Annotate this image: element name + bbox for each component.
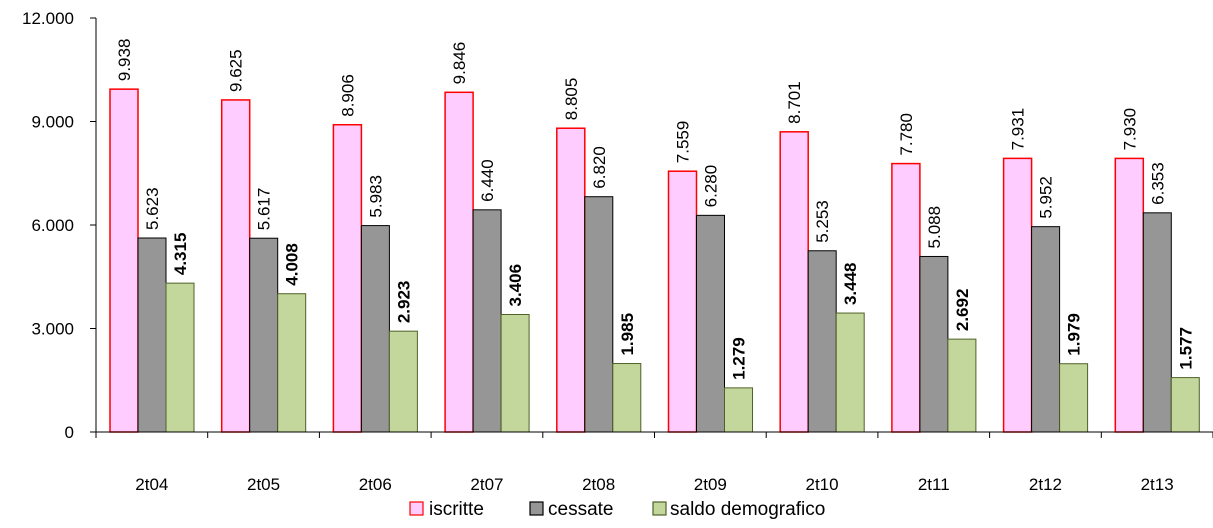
category-label-2t07: 2t07 xyxy=(470,475,503,494)
data-label-iscritte-2t10: 8.701 xyxy=(785,81,804,124)
bar-saldo-demografico-2t13 xyxy=(1170,377,1200,433)
category-label-2t10: 2t10 xyxy=(806,475,839,494)
bar-iscritte-2t04 xyxy=(109,88,139,433)
bar-saldo-demografico-2t04 xyxy=(165,282,195,433)
bar-iscritte-2t05 xyxy=(220,99,251,433)
data-label-cessate-2t05: 5.617 xyxy=(255,188,274,231)
data-label-saldo-demografico-2t12: 1.979 xyxy=(1065,313,1084,356)
legend-label-saldo-demografico: saldo demografico xyxy=(670,499,825,520)
category-label-2t13: 2t13 xyxy=(1141,475,1174,494)
data-label-saldo-demografico-2t08: 1.985 xyxy=(618,313,637,356)
data-label-saldo-demografico-2t07: 3.406 xyxy=(506,264,525,307)
category-label-2t11: 2t11 xyxy=(918,475,950,494)
bar-iscritte-2t12 xyxy=(1002,157,1033,433)
data-label-cessate-2t04: 5.623 xyxy=(143,187,162,230)
data-label-cessate-2t09: 6.280 xyxy=(702,165,721,208)
y-tick-label-0: 0 xyxy=(65,423,74,442)
bar-cessate-2t06 xyxy=(360,225,390,433)
bar-iscritte-2t06 xyxy=(332,123,363,433)
bar-cessate-2t13 xyxy=(1142,212,1172,433)
legend-swatch-cessate xyxy=(529,501,544,516)
data-label-cessate-2t13: 6.353 xyxy=(1148,162,1167,205)
data-label-saldo-demografico-2t05: 4.008 xyxy=(283,243,302,286)
data-label-saldo-demografico-2t09: 1.279 xyxy=(730,337,749,380)
y-tick-label-3: 9.000 xyxy=(31,113,74,132)
data-label-cessate-2t07: 6.440 xyxy=(478,159,497,202)
legend-swatch-iscritte xyxy=(409,501,424,516)
bar-cessate-2t07 xyxy=(472,209,502,433)
y-tick-label-1: 3.000 xyxy=(31,320,74,339)
data-label-cessate-2t08: 6.820 xyxy=(590,146,609,189)
bar-iscritte-2t13 xyxy=(1114,157,1145,433)
data-label-saldo-demografico-2t13: 1.577 xyxy=(1176,327,1195,370)
bar-saldo-demografico-2t12 xyxy=(1059,363,1089,433)
data-label-iscritte-2t09: 7.559 xyxy=(674,121,693,164)
y-tick-label-2: 6.000 xyxy=(31,216,74,235)
category-label-2t05: 2t05 xyxy=(247,475,280,494)
bar-iscritte-2t09 xyxy=(667,170,698,433)
y-tick-label-4: 12.000 xyxy=(22,9,74,28)
legend-swatch-saldo-demografico xyxy=(652,501,667,516)
bar-cessate-2t04 xyxy=(137,237,167,433)
legend-label-iscritte: iscritte xyxy=(429,499,484,520)
bar-saldo-demografico-2t11 xyxy=(947,338,977,433)
data-label-cessate-2t10: 5.253 xyxy=(813,200,832,243)
category-label-2t04: 2t04 xyxy=(135,475,168,494)
data-label-saldo-demografico-2t11: 2.692 xyxy=(953,289,972,332)
bar-cessate-2t12 xyxy=(1031,226,1061,433)
bar-cessate-2t08 xyxy=(584,196,614,433)
category-label-2t09: 2t09 xyxy=(694,475,727,494)
category-label-2t12: 2t12 xyxy=(1029,475,1062,494)
bar-cessate-2t09 xyxy=(696,214,725,433)
bar-cessate-2t11 xyxy=(919,255,949,433)
data-label-saldo-demografico-2t10: 3.448 xyxy=(841,262,860,305)
category-label-2t06: 2t06 xyxy=(359,475,392,494)
data-label-iscritte-2t05: 9.625 xyxy=(227,49,246,92)
data-label-iscritte-2t04: 9.938 xyxy=(115,39,134,82)
data-label-saldo-demografico-2t06: 2.923 xyxy=(394,281,413,324)
bar-saldo-demografico-2t06 xyxy=(388,330,418,433)
bar-iscritte-2t11 xyxy=(891,162,921,433)
bar-iscritte-2t07 xyxy=(444,91,474,433)
bar-saldo-demografico-2t10 xyxy=(835,312,865,433)
bar-cessate-2t10 xyxy=(807,250,837,433)
data-label-iscritte-2t06: 8.906 xyxy=(338,74,357,117)
bar-iscritte-2t10 xyxy=(779,131,809,433)
bar-iscritte-2t08 xyxy=(556,127,586,433)
data-label-iscritte-2t12: 7.931 xyxy=(1009,108,1028,151)
data-label-cessate-2t11: 5.088 xyxy=(925,206,944,249)
bar-saldo-demografico-2t07 xyxy=(500,313,530,433)
bar-saldo-demografico-2t09 xyxy=(724,387,753,433)
data-label-iscritte-2t13: 7.930 xyxy=(1120,108,1139,151)
data-label-iscritte-2t11: 7.780 xyxy=(897,113,916,156)
data-label-iscritte-2t08: 8.805 xyxy=(562,78,581,121)
legend-label-cessate: cessate xyxy=(548,499,613,520)
data-label-cessate-2t06: 5.983 xyxy=(366,175,385,218)
data-label-cessate-2t12: 5.952 xyxy=(1037,176,1056,219)
data-label-saldo-demografico-2t04: 4.315 xyxy=(171,233,190,276)
bar-saldo-demografico-2t05 xyxy=(277,293,307,433)
bar-saldo-demografico-2t08 xyxy=(612,363,642,433)
bar-cessate-2t05 xyxy=(249,237,279,433)
category-label-2t08: 2t08 xyxy=(582,475,615,494)
data-label-iscritte-2t07: 9.846 xyxy=(450,42,469,85)
